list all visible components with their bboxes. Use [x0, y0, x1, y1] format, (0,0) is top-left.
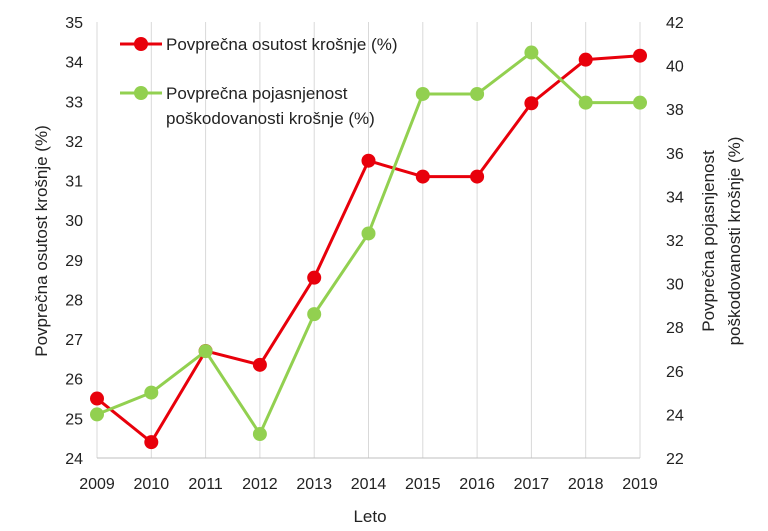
- y-left-tick-label: 27: [65, 332, 83, 349]
- y-right-tick-label: 22: [666, 451, 684, 468]
- y-left-tick-label: 26: [65, 372, 83, 389]
- y-left-tick-label: 28: [65, 292, 83, 309]
- series-1-point: [633, 48, 647, 63]
- x-tick-label: 2010: [134, 476, 170, 493]
- y-left-tick-label: 31: [65, 174, 83, 191]
- y-left-tick-label: 30: [65, 213, 83, 230]
- legend-label-2-line-1: Povprečna pojasnjenost: [166, 84, 348, 103]
- legend-label-2-line-2: poškodovanosti krošnje (%): [166, 109, 375, 128]
- x-axis-title: Leto: [353, 507, 386, 526]
- x-tick-label: 2009: [79, 476, 115, 493]
- series-1-point: [415, 169, 430, 184]
- series-2-point: [90, 407, 104, 422]
- y-right-tick-label: 32: [666, 233, 684, 250]
- series-2-point: [252, 427, 267, 442]
- series-2-point: [633, 95, 647, 110]
- legend: Povprečna osutost krošnje (%) Povprečna p…: [120, 35, 398, 128]
- series-2-point: [578, 95, 593, 110]
- y-right-tick-label: 40: [666, 59, 684, 76]
- legend-swatch-marker-2: [134, 86, 148, 100]
- series-2-point: [361, 226, 376, 241]
- x-tick-label: 2014: [351, 476, 387, 493]
- x-tick-label: 2018: [568, 476, 604, 493]
- series-2-point: [198, 344, 213, 359]
- legend-swatch-marker-1: [134, 37, 148, 51]
- x-tick-label: 2015: [405, 476, 441, 493]
- series-1-point: [578, 52, 593, 67]
- legend-label-1: Povprečna osutost krošnje (%): [166, 35, 398, 54]
- x-tick-label: 2013: [296, 476, 332, 493]
- series-1-point: [361, 153, 376, 168]
- series-2-point: [307, 307, 322, 322]
- y-left-tick-label: 33: [65, 94, 83, 111]
- series-1-point: [470, 169, 485, 184]
- y-left-tick-label: 32: [65, 134, 83, 151]
- series-2-point: [144, 385, 159, 400]
- y-right-tick-label: 34: [666, 189, 684, 206]
- x-tick-label: 2011: [188, 476, 223, 493]
- y-right-tick-label: 30: [666, 277, 684, 294]
- y-right-tick-label: 26: [666, 364, 684, 381]
- y-right-tick-label: 38: [666, 102, 684, 119]
- series-1-point: [524, 96, 539, 111]
- y-left-tick-label: 24: [65, 451, 83, 468]
- y-axis-right-title-line-1: Povprečna pojasnjenost: [699, 150, 718, 332]
- series-layer: [90, 45, 647, 450]
- x-tick-label: 2016: [459, 476, 495, 493]
- y-left-tick-label: 34: [65, 55, 83, 72]
- series-1-point: [144, 435, 159, 450]
- series-1-point: [252, 357, 267, 372]
- y-right-tick-label: 28: [666, 320, 684, 337]
- y-left-tick-label: 25: [65, 411, 83, 428]
- y-axis-right-title-line-2: poškodovanosti krošnje (%): [725, 137, 744, 346]
- series-1-point: [90, 391, 104, 406]
- series-1-point: [307, 270, 322, 285]
- x-tick-label: 2017: [514, 476, 550, 493]
- y-right-tick-label: 42: [666, 15, 684, 32]
- y-left-tick-label: 29: [65, 253, 83, 270]
- y-right-tick-label: 24: [666, 407, 684, 424]
- axis-layer: 2009 2010 2011 2012 2013 2014 2015 2016 2017 2018…: [65, 15, 684, 493]
- y-left-tick-label: 35: [65, 15, 83, 32]
- y-axis-left-title: Povprečna osutost krošnje (%): [32, 125, 51, 357]
- y-right-tick-label: 36: [666, 146, 684, 163]
- series-2-point: [470, 86, 485, 101]
- series-2-point: [415, 86, 430, 101]
- x-tick-label: 2012: [242, 476, 278, 493]
- x-tick-label: 2019: [622, 476, 658, 493]
- series-2-point: [524, 45, 539, 60]
